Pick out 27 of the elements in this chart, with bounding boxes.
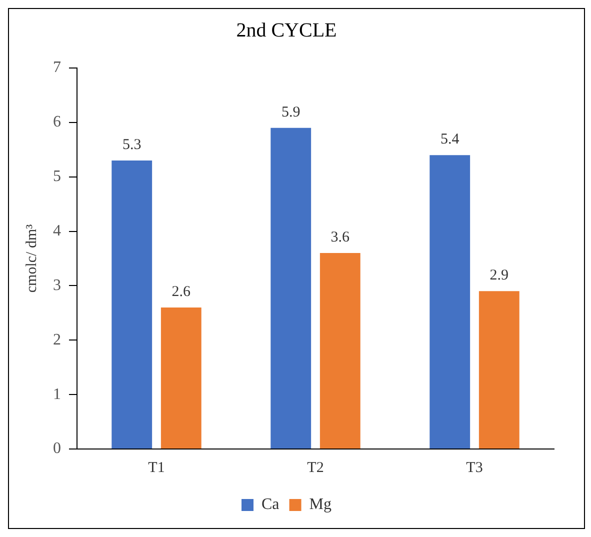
y-tick-label: 2 [53,331,61,348]
data-label: 5.4 [440,132,460,148]
y-tick-label: 6 [53,114,61,131]
bar [478,291,520,448]
y-tick-label: 0 [53,440,61,458]
legend-label: Ca [262,496,280,514]
y-tick-label: 3 [53,276,61,294]
y-tick-label: 1 [53,386,61,403]
bar [430,155,470,448]
x-tick-label: T3 [466,460,483,476]
x-tick-label: T1 [148,460,165,476]
data-label: 2.6 [172,284,192,300]
bar [160,307,202,448]
bar [320,253,360,448]
x-tick-label: T2 [307,460,324,476]
bar [112,160,152,448]
y-tick-label: 7 [53,59,61,76]
data-label: 5.3 [122,136,142,153]
legend-label: Mg [309,496,332,514]
data-label: 2.9 [490,268,509,284]
y-tick-label: 5 [53,168,61,186]
y-tick-label: 4 [53,222,61,240]
y-axis-title: cmolc/ dm³ [24,224,40,293]
data-label: 3.6 [330,229,350,246]
chart-title: 2nd CYCLE [236,19,337,42]
bar [270,128,312,448]
data-label: 5.9 [281,104,300,120]
